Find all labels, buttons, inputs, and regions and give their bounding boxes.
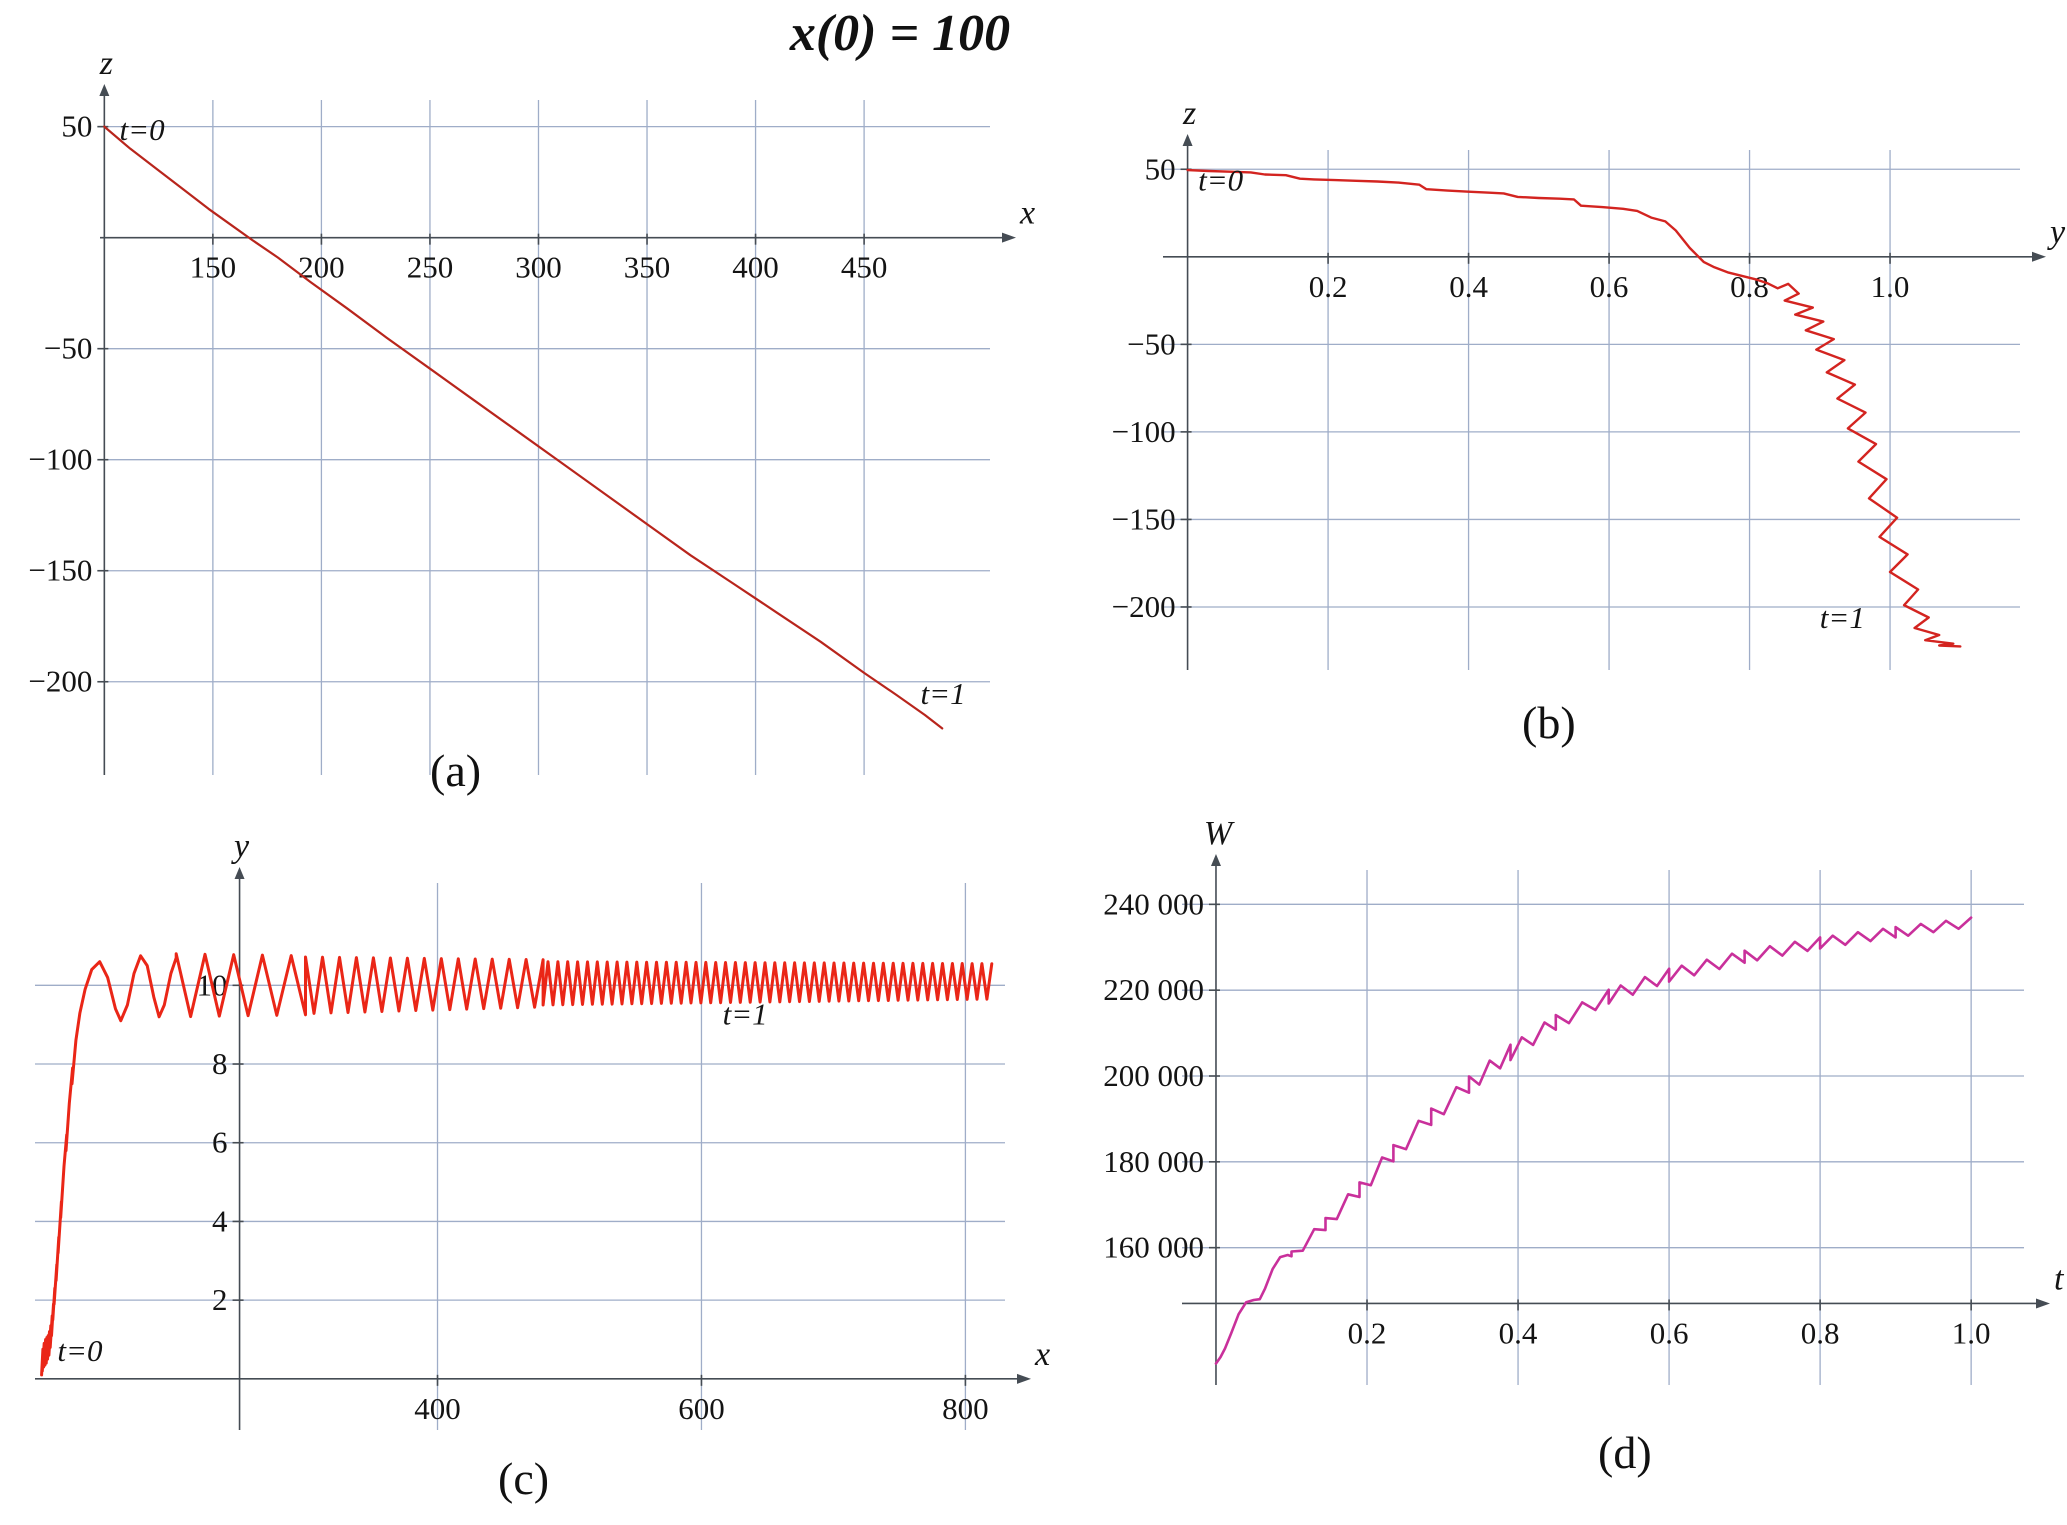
y-tick-label: −50 [44,331,92,366]
x-tick-label: 0.8 [1801,1315,1840,1350]
annotation-label: t=1 [921,676,966,711]
chart-a: 150 200 250 300 350 400 450 50 −50 −100 −150 −200 x z… [0,40,1040,820]
chart-b: 0.2 0.4 0.6 0.8 1.0 50 −50 −100 −150 −200 y z t=0 t=1 [1085,95,2066,755]
y-tick-label: 6 [212,1125,228,1160]
chart-d-canvas: 0.2 0.4 0.6 0.8 1.0 160 000 180 000 200 000 220 … [1103,815,2065,1385]
y-tick-label: −50 [1127,326,1175,361]
x-tick-label: 0.6 [1650,1315,1689,1350]
y-tick-label: −200 [1112,589,1176,624]
series-line [40,952,994,1377]
caption-c: (c) [498,1453,550,1504]
y-tick-label: 2 [212,1282,228,1317]
y-tick-label: −100 [1112,414,1176,449]
figure-title: x(0) = 100 [789,5,1011,62]
x-tick-label: 0.2 [1309,269,1348,304]
y-tick-label: −200 [28,664,92,699]
x-axis-arrow-icon [2032,251,2046,262]
x-tick-label: 300 [515,250,562,285]
y-axis-label: z [1182,95,1196,132]
x-axis-arrow-icon [1017,1373,1031,1384]
x-tick-label: 1.0 [1952,1315,1991,1350]
x-tick-label: 400 [732,250,779,285]
series-line [1214,916,1973,1365]
x-tick-label: 350 [624,250,671,285]
x-tick-label: 600 [678,1391,725,1426]
x-tick-label: 150 [190,250,237,285]
x-tick-label: 0.6 [1590,269,1629,304]
x-axis-label: t [2054,1260,2065,1297]
x-tick-label: 200 [298,250,345,285]
y-tick-label: 8 [212,1046,228,1081]
y-tick-label: 220 000 [1103,972,1204,1007]
y-tick-label: −150 [1112,501,1176,536]
y-axis-arrow-icon [1182,134,1193,146]
x-axis-label: y [2047,214,2066,251]
y-tick-label: 50 [61,109,92,144]
y-tick-label: −100 [28,442,92,477]
chart-c: 400 600 800 2 4 6 8 10 x y t=0 t=1 [0,828,1050,1525]
x-tick-label: 0.4 [1449,269,1488,304]
x-tick-label: 0.4 [1499,1315,1538,1350]
x-tick-label: 450 [841,250,888,285]
y-tick-label: 4 [212,1203,228,1238]
y-axis-arrow-icon [234,867,245,879]
caption-a: (a) [430,745,482,796]
caption-d: (d) [1598,1427,1652,1478]
annotation-label: t=0 [1198,162,1244,197]
series-line [103,125,944,730]
x-tick-label: 0.2 [1348,1315,1387,1350]
y-tick-label: 50 [1145,151,1176,186]
y-tick-label: 160 000 [1103,1230,1204,1265]
y-axis-arrow-icon [1210,854,1221,866]
annotation-label: t=1 [1820,600,1865,635]
y-tick-label: 180 000 [1103,1144,1204,1179]
caption-b: (b) [1522,697,1576,748]
annotation-label: t=1 [723,997,768,1032]
x-tick-label: 250 [407,250,454,285]
x-axis-arrow-icon [2036,1298,2050,1309]
annotation-label: t=0 [57,1333,103,1368]
y-tick-label: 240 000 [1103,886,1204,921]
chart-a-canvas: 150 200 250 300 350 400 450 50 −50 −100 −150 −200 x z… [28,45,1035,775]
y-tick-label: 200 000 [1103,1058,1204,1093]
x-axis-arrow-icon [1002,232,1016,243]
x-axis-label: x [1019,195,1035,232]
annotation-label: t=0 [120,112,166,147]
y-axis-label: W [1204,815,1235,852]
y-axis-label: z [99,45,113,82]
x-tick-label: 1.0 [1871,269,1910,304]
x-axis-label: x [1034,1336,1050,1373]
chart-d: 0.2 0.4 0.6 0.8 1.0 160 000 180 000 200 000 220 … [1082,810,2067,1465]
x-tick-label: 800 [942,1391,989,1426]
y-axis-arrow-icon [99,84,110,96]
x-tick-label: 400 [414,1391,461,1426]
y-tick-label: −150 [28,553,92,588]
y-axis-label: y [231,828,250,865]
series-line [1186,168,1962,648]
